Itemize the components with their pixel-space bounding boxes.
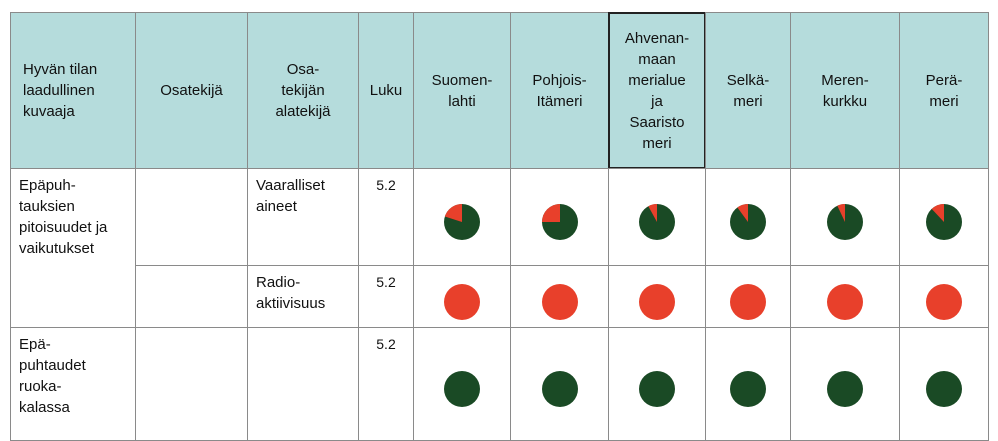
descriptor-text: Epäpuh- tauksien pitoisuudet ja vaikutuk… xyxy=(19,177,108,257)
descriptor-cell: Epä- puhtaudet ruoka- kalassa xyxy=(10,327,136,441)
descriptor-cell: Epäpuh- tauksien pitoisuudet ja vaikutuk… xyxy=(10,168,136,328)
component-cell xyxy=(135,327,248,441)
pie-icon xyxy=(730,283,766,320)
status-cell xyxy=(413,265,511,328)
status-cell xyxy=(899,327,989,441)
status-cell xyxy=(899,265,989,328)
header-cell: Meren- kurkku xyxy=(790,12,900,169)
subcomponent-text: Radio- aktiivisuus xyxy=(256,274,326,312)
pie-icon xyxy=(444,283,480,320)
status-cell xyxy=(790,265,900,328)
status-cell xyxy=(705,327,791,441)
chapter-cell: 5.2 xyxy=(358,265,414,328)
status-cell xyxy=(413,168,511,266)
pie-icon xyxy=(926,204,962,240)
pie-icon xyxy=(827,283,863,320)
status-cell xyxy=(608,265,706,328)
status-cell xyxy=(608,327,706,441)
status-cell xyxy=(705,265,791,328)
header-cell: Hyvän tilan laadullinen kuvaaja xyxy=(10,12,136,169)
pie-icon xyxy=(444,371,480,407)
status-cell xyxy=(705,168,791,266)
pie-icon xyxy=(827,371,863,407)
pie-icon xyxy=(926,371,962,407)
header-cell: Perä- meri xyxy=(899,12,989,169)
pie-icon xyxy=(827,204,863,240)
chapter-cell: 5.2 xyxy=(358,327,414,441)
header-cell: Pohjois- Itämeri xyxy=(510,12,609,169)
status-cell xyxy=(510,327,609,441)
pie-icon xyxy=(639,371,675,407)
header-cell: Osa- tekijän alatekijä xyxy=(247,12,359,169)
pie-icon xyxy=(444,204,480,240)
chapter-cell: 5.2 xyxy=(358,168,414,266)
status-cell xyxy=(413,327,511,441)
pie-icon xyxy=(541,204,578,240)
chapter-number: 5.2 xyxy=(376,336,396,352)
chapter-number: 5.2 xyxy=(376,177,396,193)
pie-icon xyxy=(639,283,675,320)
subcomponent-cell: Radio- aktiivisuus xyxy=(247,265,359,328)
status-cell xyxy=(608,168,706,266)
header-cell: Selkä- meri xyxy=(705,12,791,169)
component-cell xyxy=(135,168,248,266)
component-cell xyxy=(135,265,248,328)
header-cell: Osatekijä xyxy=(135,12,248,169)
status-cell xyxy=(790,327,900,441)
subcomponent-cell xyxy=(247,327,359,441)
pie-icon xyxy=(926,283,962,320)
header-cell: Ahvenan- maan merialue ja Saaristo meri xyxy=(608,12,706,169)
pie-icon xyxy=(541,283,578,320)
status-cell xyxy=(510,265,609,328)
status-cell xyxy=(899,168,989,266)
status-cell xyxy=(510,168,609,266)
pie-icon xyxy=(541,371,578,407)
pie-icon xyxy=(730,371,766,407)
subcomponent-text: Vaaralliset aineet xyxy=(256,177,325,215)
pie-icon xyxy=(639,204,675,240)
pie-icon xyxy=(730,204,766,240)
status-cell xyxy=(790,168,900,266)
chapter-number: 5.2 xyxy=(376,274,396,290)
header-cell: Suomen- lahti xyxy=(413,12,511,169)
subcomponent-cell: Vaaralliset aineet xyxy=(247,168,359,266)
descriptor-text: Epä- puhtaudet ruoka- kalassa xyxy=(19,336,86,416)
header-cell: Luku xyxy=(358,12,414,169)
